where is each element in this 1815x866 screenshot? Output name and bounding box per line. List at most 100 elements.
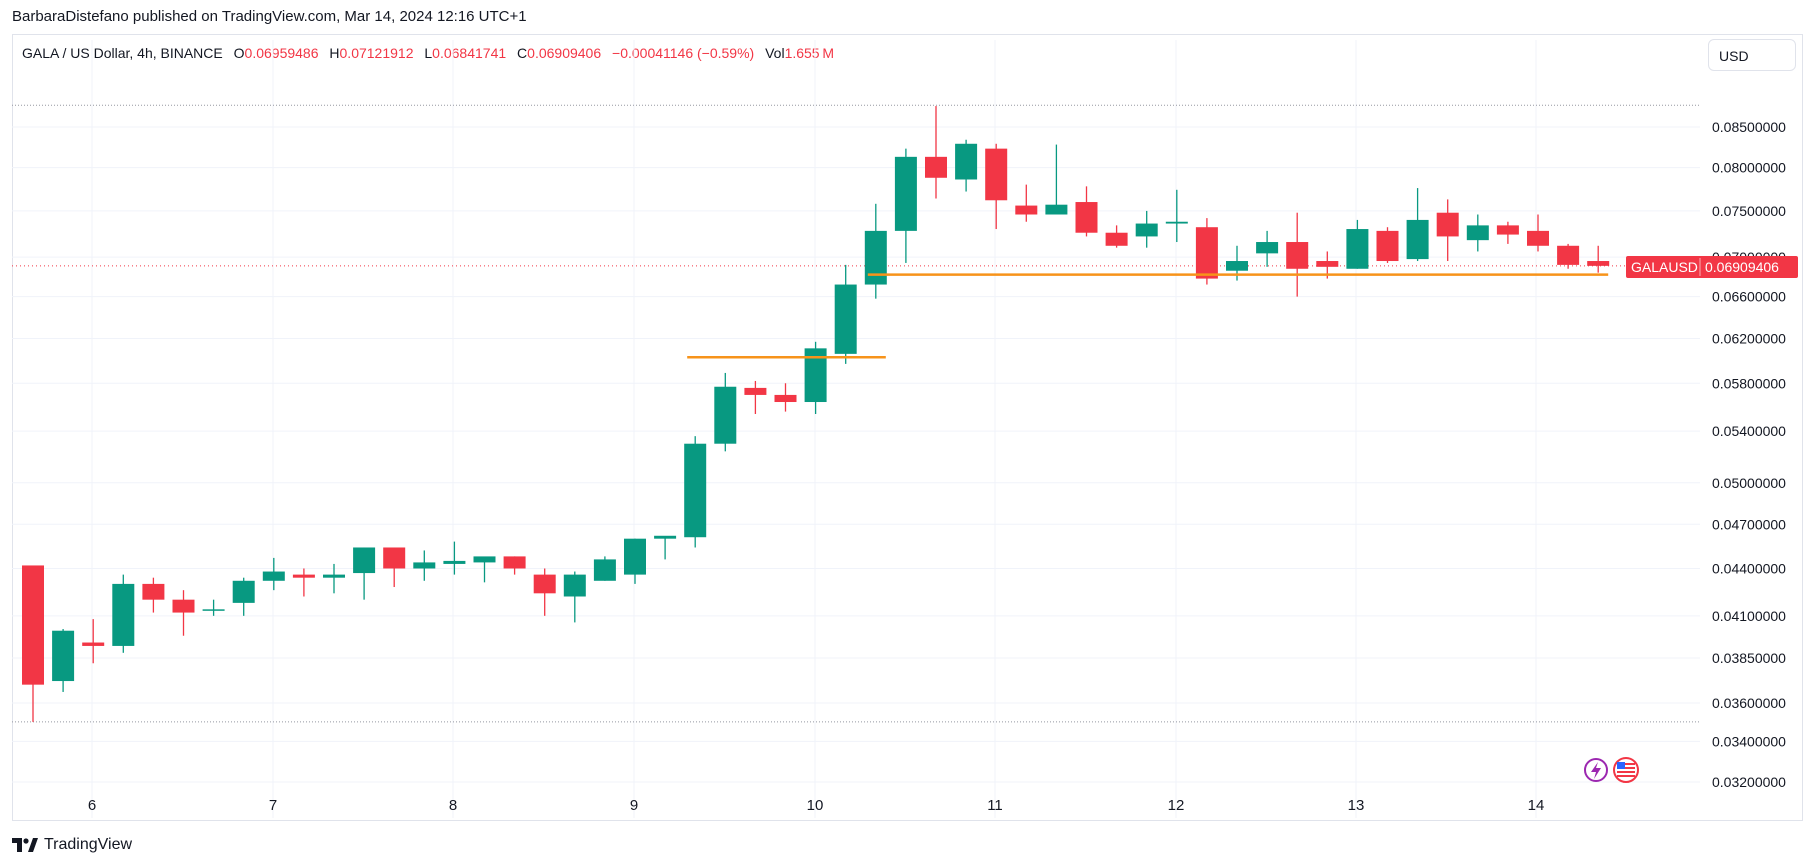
candle-body bbox=[1015, 205, 1038, 215]
candle-body bbox=[1587, 261, 1610, 266]
y-tick-label: 0.03600000 bbox=[1712, 695, 1786, 711]
y-tick-label: 0.06600000 bbox=[1712, 289, 1786, 305]
candle-body bbox=[1165, 221, 1188, 224]
y-tick-label: 0.04100000 bbox=[1712, 608, 1786, 624]
candle bbox=[533, 568, 556, 616]
candle bbox=[383, 547, 406, 588]
x-tick-label: 13 bbox=[1348, 797, 1365, 814]
candle-body bbox=[292, 574, 315, 578]
candle bbox=[894, 148, 917, 263]
y-tick-label: 0.07500000 bbox=[1712, 203, 1786, 219]
support-lines bbox=[687, 273, 1609, 359]
candle bbox=[1135, 210, 1158, 248]
close-label: C bbox=[517, 45, 528, 61]
symbol-legend: GALA / US Dollar, 4h, BINANCE O0.0695948… bbox=[22, 45, 834, 61]
candle bbox=[593, 556, 616, 581]
y-tick-label: 0.04400000 bbox=[1712, 560, 1786, 576]
last-price-label: 0.06909406 bbox=[1705, 259, 1779, 275]
candle bbox=[744, 380, 767, 415]
candle-body bbox=[563, 574, 586, 597]
candle-body bbox=[473, 556, 496, 563]
publisher-line: BarbaraDistefano published on TradingVie… bbox=[12, 8, 527, 25]
candle-body bbox=[1527, 230, 1549, 246]
high-value: 0.07121912 bbox=[339, 45, 414, 61]
candle-body bbox=[1256, 242, 1279, 254]
candle-body bbox=[1466, 225, 1489, 241]
currency-button[interactable]: USD bbox=[1708, 39, 1796, 71]
candle bbox=[834, 264, 857, 364]
candle bbox=[443, 541, 466, 575]
candle bbox=[1045, 144, 1068, 215]
candle-body bbox=[1045, 204, 1068, 215]
candle bbox=[684, 436, 707, 548]
candle bbox=[142, 577, 165, 613]
candle-body bbox=[654, 535, 677, 539]
y-tick-label: 0.08500000 bbox=[1712, 119, 1786, 135]
candle-body bbox=[413, 562, 436, 569]
candle bbox=[563, 571, 586, 623]
candle bbox=[774, 383, 797, 412]
candle bbox=[1496, 221, 1519, 244]
candle-body bbox=[744, 387, 767, 395]
candle-body bbox=[323, 574, 345, 578]
candle-body bbox=[1406, 219, 1429, 260]
last-price-pill: GALAUSD 0.06909406 bbox=[1626, 256, 1798, 278]
x-tick-label: 8 bbox=[449, 797, 457, 814]
candle-body bbox=[864, 230, 887, 285]
candle-body bbox=[925, 156, 947, 178]
y-tick-label: 0.06200000 bbox=[1712, 331, 1786, 347]
candle-body bbox=[353, 547, 376, 574]
close-value: 0.06909406 bbox=[527, 45, 602, 61]
x-tick-label: 14 bbox=[1528, 797, 1545, 814]
candle-body bbox=[955, 143, 978, 180]
candle-body bbox=[232, 580, 255, 603]
candle-body bbox=[1105, 232, 1128, 246]
low-value: 0.06841741 bbox=[432, 45, 507, 61]
candle-body bbox=[1195, 227, 1218, 279]
candle bbox=[413, 550, 436, 581]
y-tick-label: 0.08000000 bbox=[1712, 160, 1786, 176]
volume-label: Vol bbox=[765, 45, 785, 61]
open-label: O bbox=[233, 45, 245, 61]
candle bbox=[262, 557, 285, 591]
candle bbox=[1105, 225, 1128, 248]
candle bbox=[714, 372, 737, 452]
candle-body bbox=[834, 284, 857, 354]
us-flag-icon[interactable] bbox=[1613, 757, 1639, 783]
candle bbox=[1346, 219, 1369, 269]
candle bbox=[1286, 212, 1309, 297]
y-tick-label: 0.03850000 bbox=[1712, 650, 1786, 666]
candle bbox=[473, 556, 496, 583]
candle bbox=[503, 556, 526, 575]
candle bbox=[1376, 227, 1399, 263]
candle bbox=[1436, 199, 1459, 262]
candles bbox=[22, 106, 1610, 722]
y-tick-label: 0.05400000 bbox=[1712, 423, 1786, 439]
candle bbox=[112, 574, 135, 653]
x-tick-label: 10 bbox=[807, 797, 824, 814]
lightning-icon[interactable] bbox=[1584, 758, 1608, 782]
candle-body bbox=[894, 156, 917, 231]
range-levels bbox=[12, 104, 1700, 723]
x-tick-label: 11 bbox=[987, 797, 1003, 814]
volume-value: 1.655 M bbox=[784, 45, 835, 61]
symbol-title[interactable]: GALA / US Dollar, 4h, BINANCE bbox=[22, 45, 223, 61]
candle-body bbox=[443, 560, 466, 564]
candle-body bbox=[202, 609, 225, 611]
candle bbox=[1587, 245, 1610, 273]
chart-frame bbox=[12, 34, 1803, 821]
candle bbox=[232, 577, 255, 616]
candle-body bbox=[1226, 261, 1248, 271]
candle bbox=[1557, 243, 1580, 269]
footer-brand[interactable]: TradingView bbox=[12, 836, 132, 854]
y-tick-label: 0.03200000 bbox=[1712, 774, 1786, 790]
symbol-pill-label: GALAUSD bbox=[1631, 259, 1698, 275]
candle bbox=[1075, 186, 1098, 237]
candle bbox=[82, 619, 105, 664]
candle bbox=[985, 143, 1008, 230]
candle bbox=[22, 565, 44, 722]
candle-body bbox=[1557, 245, 1580, 265]
y-tick-label: 0.04700000 bbox=[1712, 516, 1786, 532]
candle-body bbox=[52, 630, 75, 682]
